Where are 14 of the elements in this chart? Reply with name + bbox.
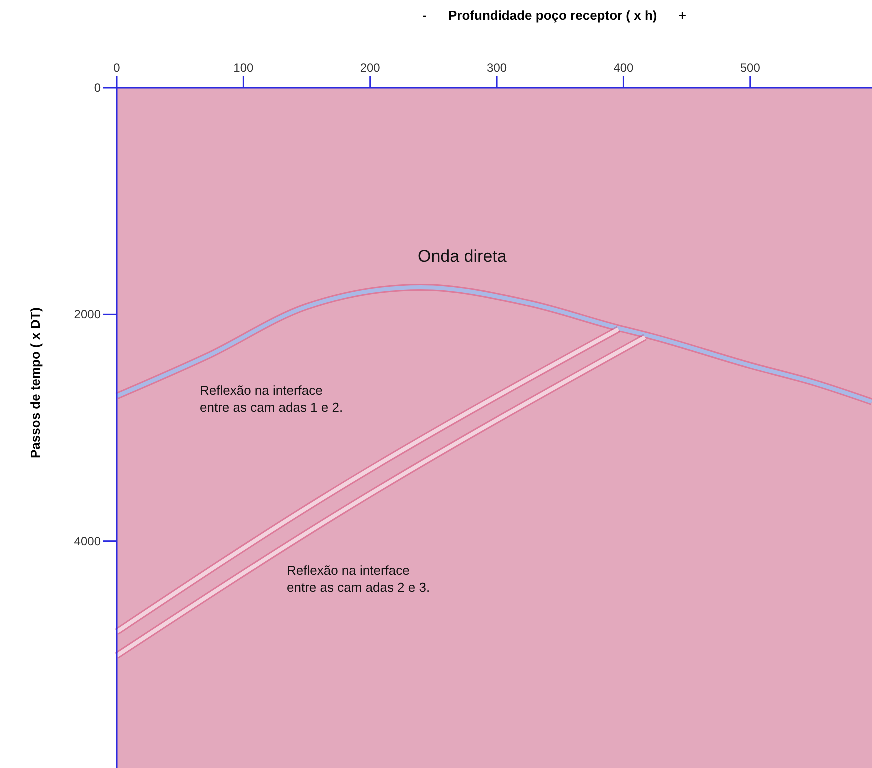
x-axis-title: - Profundidade poço receptor ( x h) + xyxy=(422,8,687,23)
x-tick-label: 500 xyxy=(740,61,761,75)
x-tick-label: 0 xyxy=(114,61,121,75)
annotation: Reflexão na interface entre as cam adas 2 e 3. xyxy=(287,563,430,595)
annotation: Onda direta xyxy=(418,247,508,266)
x-tick-label: 100 xyxy=(234,61,254,75)
x-tick-label: 400 xyxy=(614,61,634,75)
y-tick-label: 2000 xyxy=(74,308,102,322)
y-tick-label: 0 xyxy=(94,81,102,95)
annotation: Reflexão na interface entre as cam adas 1 e 2. xyxy=(200,383,344,415)
x-tick-label: 200 xyxy=(360,61,381,75)
y-axis-title: Passos de tempo ( x DT) xyxy=(28,308,43,458)
y-tick-label: 4000 xyxy=(74,534,102,548)
x-tick-label: 300 xyxy=(487,61,508,75)
